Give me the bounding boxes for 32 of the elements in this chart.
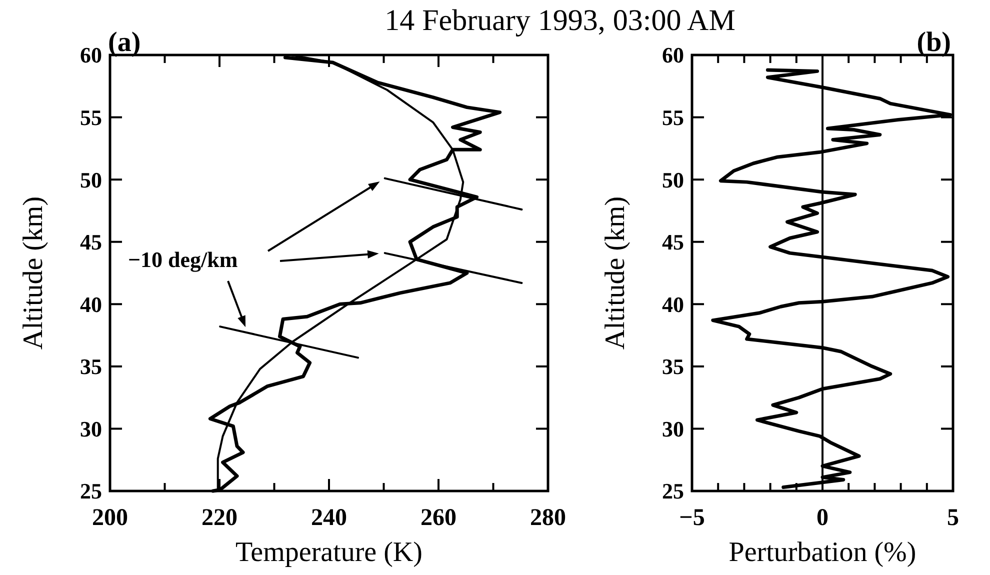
y-tick-label: 60 <box>80 42 102 68</box>
x-tick-label: −5 <box>679 505 705 531</box>
y-tick-label: 30 <box>662 416 684 442</box>
x-axis-title: Temperature (K) <box>236 537 422 568</box>
y-tick-label: 50 <box>80 167 102 192</box>
y-axis-title: Altitude (km) <box>600 196 631 350</box>
x-tick-label: 240 <box>311 505 347 531</box>
annotation: (a) <box>108 27 141 58</box>
y-tick-label: 25 <box>662 478 684 504</box>
y-tick-label: 55 <box>80 104 102 130</box>
y-tick-label: 35 <box>80 354 102 380</box>
y-tick-label: 60 <box>662 42 684 68</box>
x-tick-label: 5 <box>947 505 959 531</box>
y-tick-label: 25 <box>80 478 102 504</box>
annotation: −10 deg/km <box>128 247 238 272</box>
y-tick-label: 35 <box>662 354 684 380</box>
annotation: (b) <box>916 27 951 58</box>
y-tick-label: 50 <box>662 167 684 192</box>
y-tick-label: 40 <box>662 292 684 317</box>
x-tick-label: 200 <box>92 505 128 531</box>
y-tick-label: 45 <box>662 230 684 255</box>
x-tick-label: 220 <box>202 505 238 531</box>
x-tick-label: 0 <box>816 505 828 531</box>
x-axis-title: Perturbation (%) <box>728 537 916 568</box>
y-tick-label: 40 <box>80 292 102 317</box>
chart-title: 14 February 1993, 03:00 AM <box>384 4 736 37</box>
y-tick-label: 30 <box>80 416 102 442</box>
x-tick-label: 280 <box>530 505 566 531</box>
y-axis-title: Altitude (km) <box>18 196 49 350</box>
y-tick-label: 55 <box>662 104 684 130</box>
x-tick-label: 260 <box>420 505 456 531</box>
y-tick-label: 45 <box>80 230 102 255</box>
